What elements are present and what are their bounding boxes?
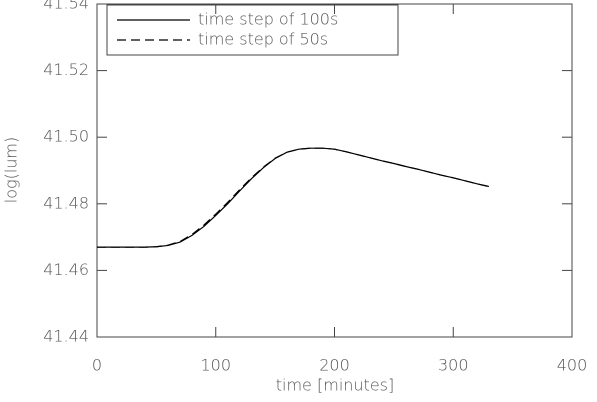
x-tick-label: 200 <box>319 356 350 375</box>
line-series <box>97 147 490 248</box>
y-tick-label: 41.50 <box>43 127 89 146</box>
y-tick-label: 41.48 <box>43 193 89 212</box>
x-tick-label: 100 <box>200 356 231 375</box>
legend-label: time step of 50s <box>198 30 328 49</box>
y-tick-label: 41.52 <box>43 60 89 79</box>
legend-label: time step of 100s <box>198 10 338 29</box>
x-tick-label: 0 <box>92 356 102 375</box>
x-axis-label: time [minutes] <box>276 376 394 395</box>
line-series <box>97 147 490 248</box>
y-tick-label: 41.54 <box>43 0 89 13</box>
y-tick-label: 41.46 <box>43 260 89 279</box>
y-axis-label: log(lum) <box>2 137 21 204</box>
x-tick-label: 400 <box>557 356 588 375</box>
x-tick-label: 300 <box>438 356 469 375</box>
legend-box <box>106 4 399 56</box>
y-tick-label: 41.44 <box>43 327 89 346</box>
